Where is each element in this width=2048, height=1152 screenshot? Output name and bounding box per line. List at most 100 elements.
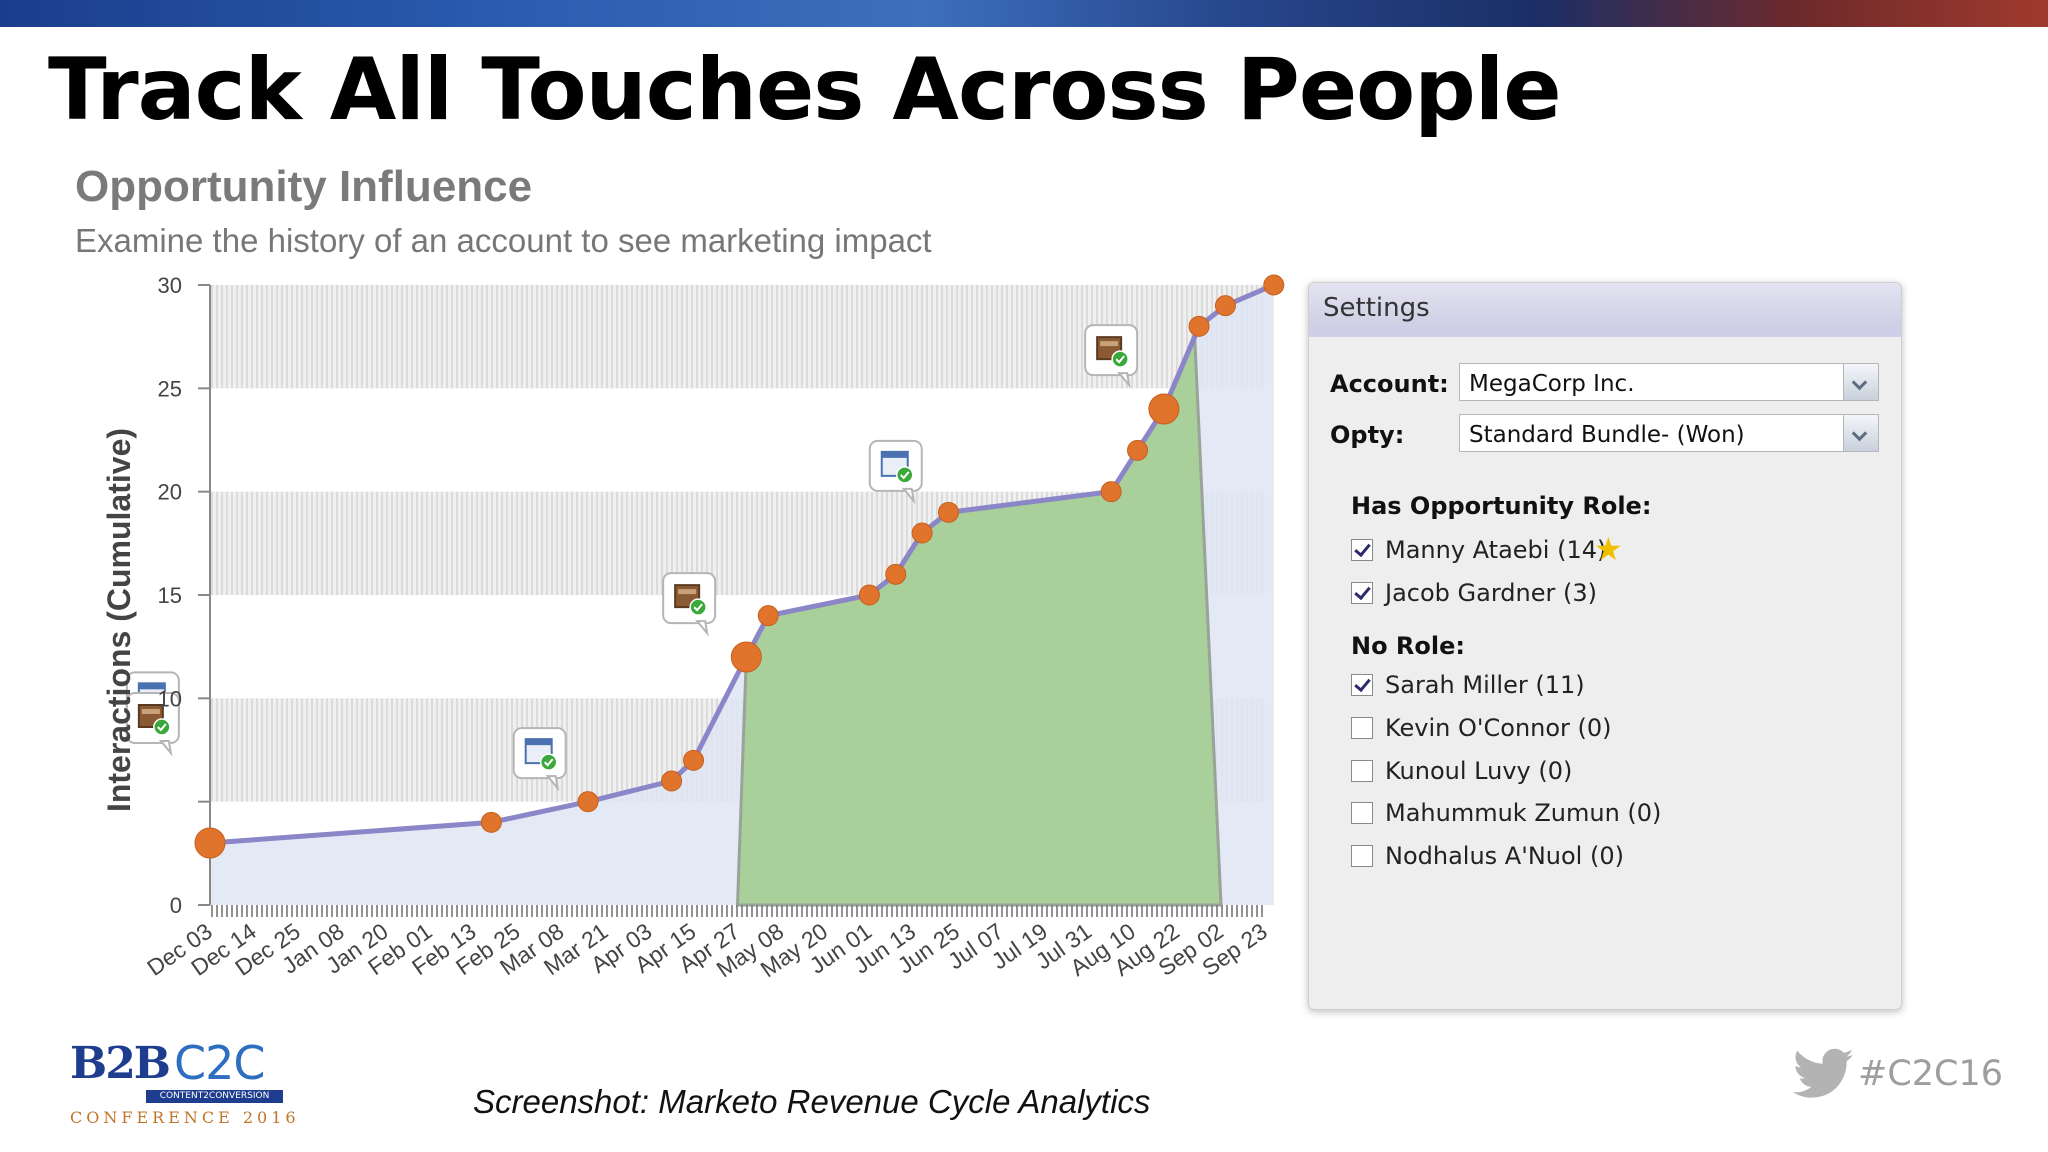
x-axis [210,905,1265,917]
account-select[interactable]: MegaCorp Inc. [1459,363,1879,401]
package-label [141,709,160,714]
norole-heading: No Role: [1351,632,1465,660]
person-jacob-gardner[interactable]: Jacob Gardner (3) [1351,579,1751,609]
twitter-bird-icon [1793,1048,1854,1098]
person-name: Mahummuk Zumun (0) [1385,799,1662,827]
slide-title: Track All Touches Across People [48,40,1562,140]
data-point [1263,274,1285,296]
data-point [885,563,907,585]
person-kunoul-luvy[interactable]: Kunoul Luvy (0) [1351,757,1751,787]
settings-header: Settings [1309,283,1901,337]
data-point [938,501,959,523]
person-name: Nodhalus A'Nuol (0) [1385,842,1624,870]
opportunity-window-area [735,336,1223,907]
checkbox[interactable] [1351,802,1373,824]
screenshot-caption: Screenshot: Marketo Revenue Cycle Analyt… [473,1083,1151,1120]
check-icon [693,603,703,612]
data-point [858,584,880,606]
data-point [911,522,933,544]
callout-tail [695,620,709,637]
logo-b2b: B2B [70,1038,171,1089]
check-badge [896,466,914,484]
check-icon [157,723,167,732]
chevron-down-icon[interactable] [1843,364,1878,400]
y-tick-label: 25 [158,376,182,401]
check-badge [153,718,171,736]
data-point [1148,393,1180,425]
calendar-header [881,451,908,458]
data-point [1214,295,1236,317]
chevron-down-icon[interactable] [1843,415,1878,451]
package-label [1100,341,1119,347]
y-tick-label: 20 [158,480,182,505]
checkbox[interactable] [1351,760,1373,782]
star-icon: ★ [1594,530,1623,568]
calendar-header [525,739,552,746]
data-point [661,770,683,792]
data-point [1188,315,1210,337]
data-point [1100,481,1122,503]
person-nodhalus-anuol[interactable]: Nodhalus A'Nuol (0) [1351,842,1751,872]
data-point [1127,439,1149,461]
check-badge [539,753,558,771]
calendar-icon [512,727,567,792]
calendar-icon [868,439,923,505]
logo-conference: CONFERENCE 2016 [70,1108,300,1127]
checkbox[interactable] [1351,674,1373,696]
account-value: MegaCorp Inc. [1469,371,1635,397]
person-name: Jacob Gardner (3) [1385,579,1597,607]
person-kevin-oconnor[interactable]: Kevin O'Connor (0) [1351,714,1751,744]
person-sarah-miller[interactable]: Sarah Miller (11) [1351,671,1751,701]
conference-logo: B2B C2C CONTENT2CONVERSION CONFERENCE 20… [70,1036,296,1128]
checkbox[interactable] [1351,582,1373,604]
package-icon [1084,324,1139,389]
settings-panel: Settings Account: MegaCorp Inc. Opty: St… [1308,282,1902,1010]
package-icon [662,572,717,637]
checkbox[interactable] [1351,845,1373,867]
check-icon [1115,355,1125,364]
y-tick-label: 0 [170,893,182,918]
check-icon [543,758,554,767]
top-banner [0,0,2048,27]
check-badge [1111,350,1129,368]
person-mahummuk-zumun[interactable]: Mahummuk Zumun (0) [1351,799,1751,829]
hashtag: #C2C16 [1858,1054,2004,1094]
chart-subtitle: Examine the history of an account to see… [75,222,932,259]
person-name: Kunoul Luvy (0) [1385,757,1573,785]
settings-title: Settings [1323,293,1430,323]
check-icon [900,471,910,480]
person-manny-ataebi[interactable]: Manny Ataebi (14) ★ [1351,530,1751,568]
logo-c2c: C2C [174,1036,266,1090]
callout-tail [1117,372,1131,389]
callout-tail [158,740,173,757]
opty-select[interactable]: Standard Bundle- (Won) [1459,414,1879,452]
package-icon [125,692,180,757]
callout-tail [545,775,560,792]
package-label [678,589,697,595]
data-point [577,791,599,813]
opty-value: Standard Bundle- (Won) [1469,422,1745,448]
callout-tail [901,487,916,505]
person-name: Sarah Miller (11) [1385,671,1585,699]
checkbox[interactable] [1351,539,1373,561]
opty-label: Opty: [1330,421,1405,449]
role-heading: Has Opportunity Role: [1351,492,1652,520]
logo-bar: CONTENT2CONVERSION [146,1090,283,1103]
data-point [730,641,762,673]
person-name: Manny Ataebi (14) [1385,536,1607,564]
data-point [194,827,226,859]
data-point [757,605,779,627]
y-tick-label: 30 [158,273,182,298]
chart-title: Opportunity Influence [75,162,533,211]
check-badge [689,598,707,616]
checkbox[interactable] [1351,717,1373,739]
y-axis-label: Interactions (Cumulative) [101,428,137,812]
person-name: Kevin O'Connor (0) [1385,714,1612,742]
calendar-header [138,683,165,690]
y-tick-label: 10 [158,686,182,711]
account-label: Account: [1330,370,1449,398]
data-point [683,749,705,771]
y-tick-label: 15 [158,583,182,608]
data-point [480,811,502,833]
